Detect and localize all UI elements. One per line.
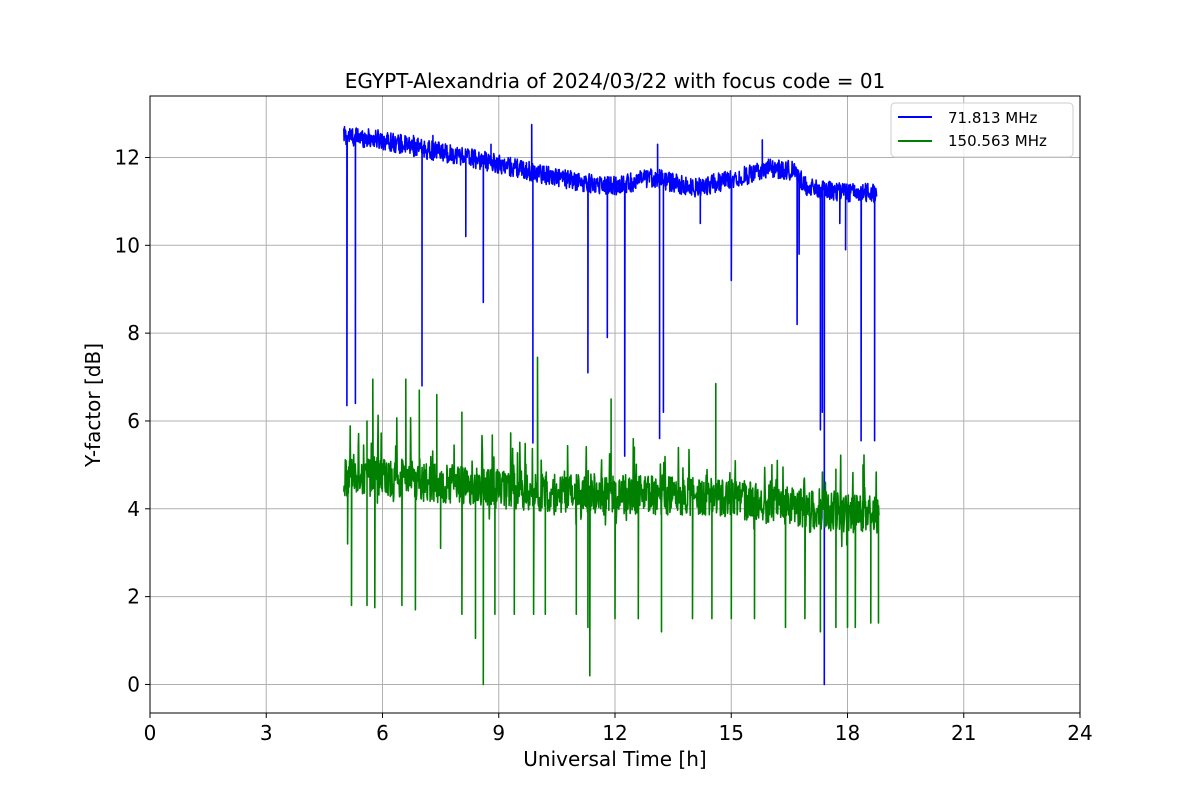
legend-label-series-1: 71.813 MHz xyxy=(948,109,1037,127)
y-tick-label: 12 xyxy=(115,145,140,169)
legend: 71.813 MHz 150.563 MHz xyxy=(890,102,1074,158)
x-tick-label: 15 xyxy=(719,721,744,745)
legend-box xyxy=(890,102,1074,158)
y-tick-label: 2 xyxy=(127,585,140,609)
series-line-2 xyxy=(343,356,880,686)
x-tick-label: 9 xyxy=(492,721,505,745)
x-axis-label: Universal Time [h] xyxy=(523,747,706,771)
y-tick-label: 0 xyxy=(127,672,140,696)
x-tick-label: 21 xyxy=(951,721,976,745)
y-axis-label: Y-factor [dB] xyxy=(81,343,105,468)
y-tick-label: 4 xyxy=(127,497,140,521)
x-tick-label: 3 xyxy=(260,721,273,745)
series-line-1 xyxy=(343,123,878,686)
y-tick-label: 10 xyxy=(115,233,140,257)
series-layer xyxy=(343,123,880,686)
x-axis-ticks: 0 3 6 9 12 15 18 21 24 xyxy=(144,713,1093,745)
y-tick-label: 6 xyxy=(127,409,140,433)
x-tick-label: 12 xyxy=(602,721,627,745)
chart-title: EGYPT-Alexandria of 2024/03/22 with focu… xyxy=(345,69,886,93)
y-tick-label: 8 xyxy=(127,321,140,345)
x-tick-label: 24 xyxy=(1067,721,1092,745)
x-tick-label: 6 xyxy=(376,721,389,745)
x-tick-label: 0 xyxy=(144,721,157,745)
y-axis-ticks: 0 2 4 6 8 10 12 xyxy=(115,145,150,696)
legend-label-series-2: 150.563 MHz xyxy=(948,132,1047,150)
x-tick-label: 18 xyxy=(835,721,860,745)
